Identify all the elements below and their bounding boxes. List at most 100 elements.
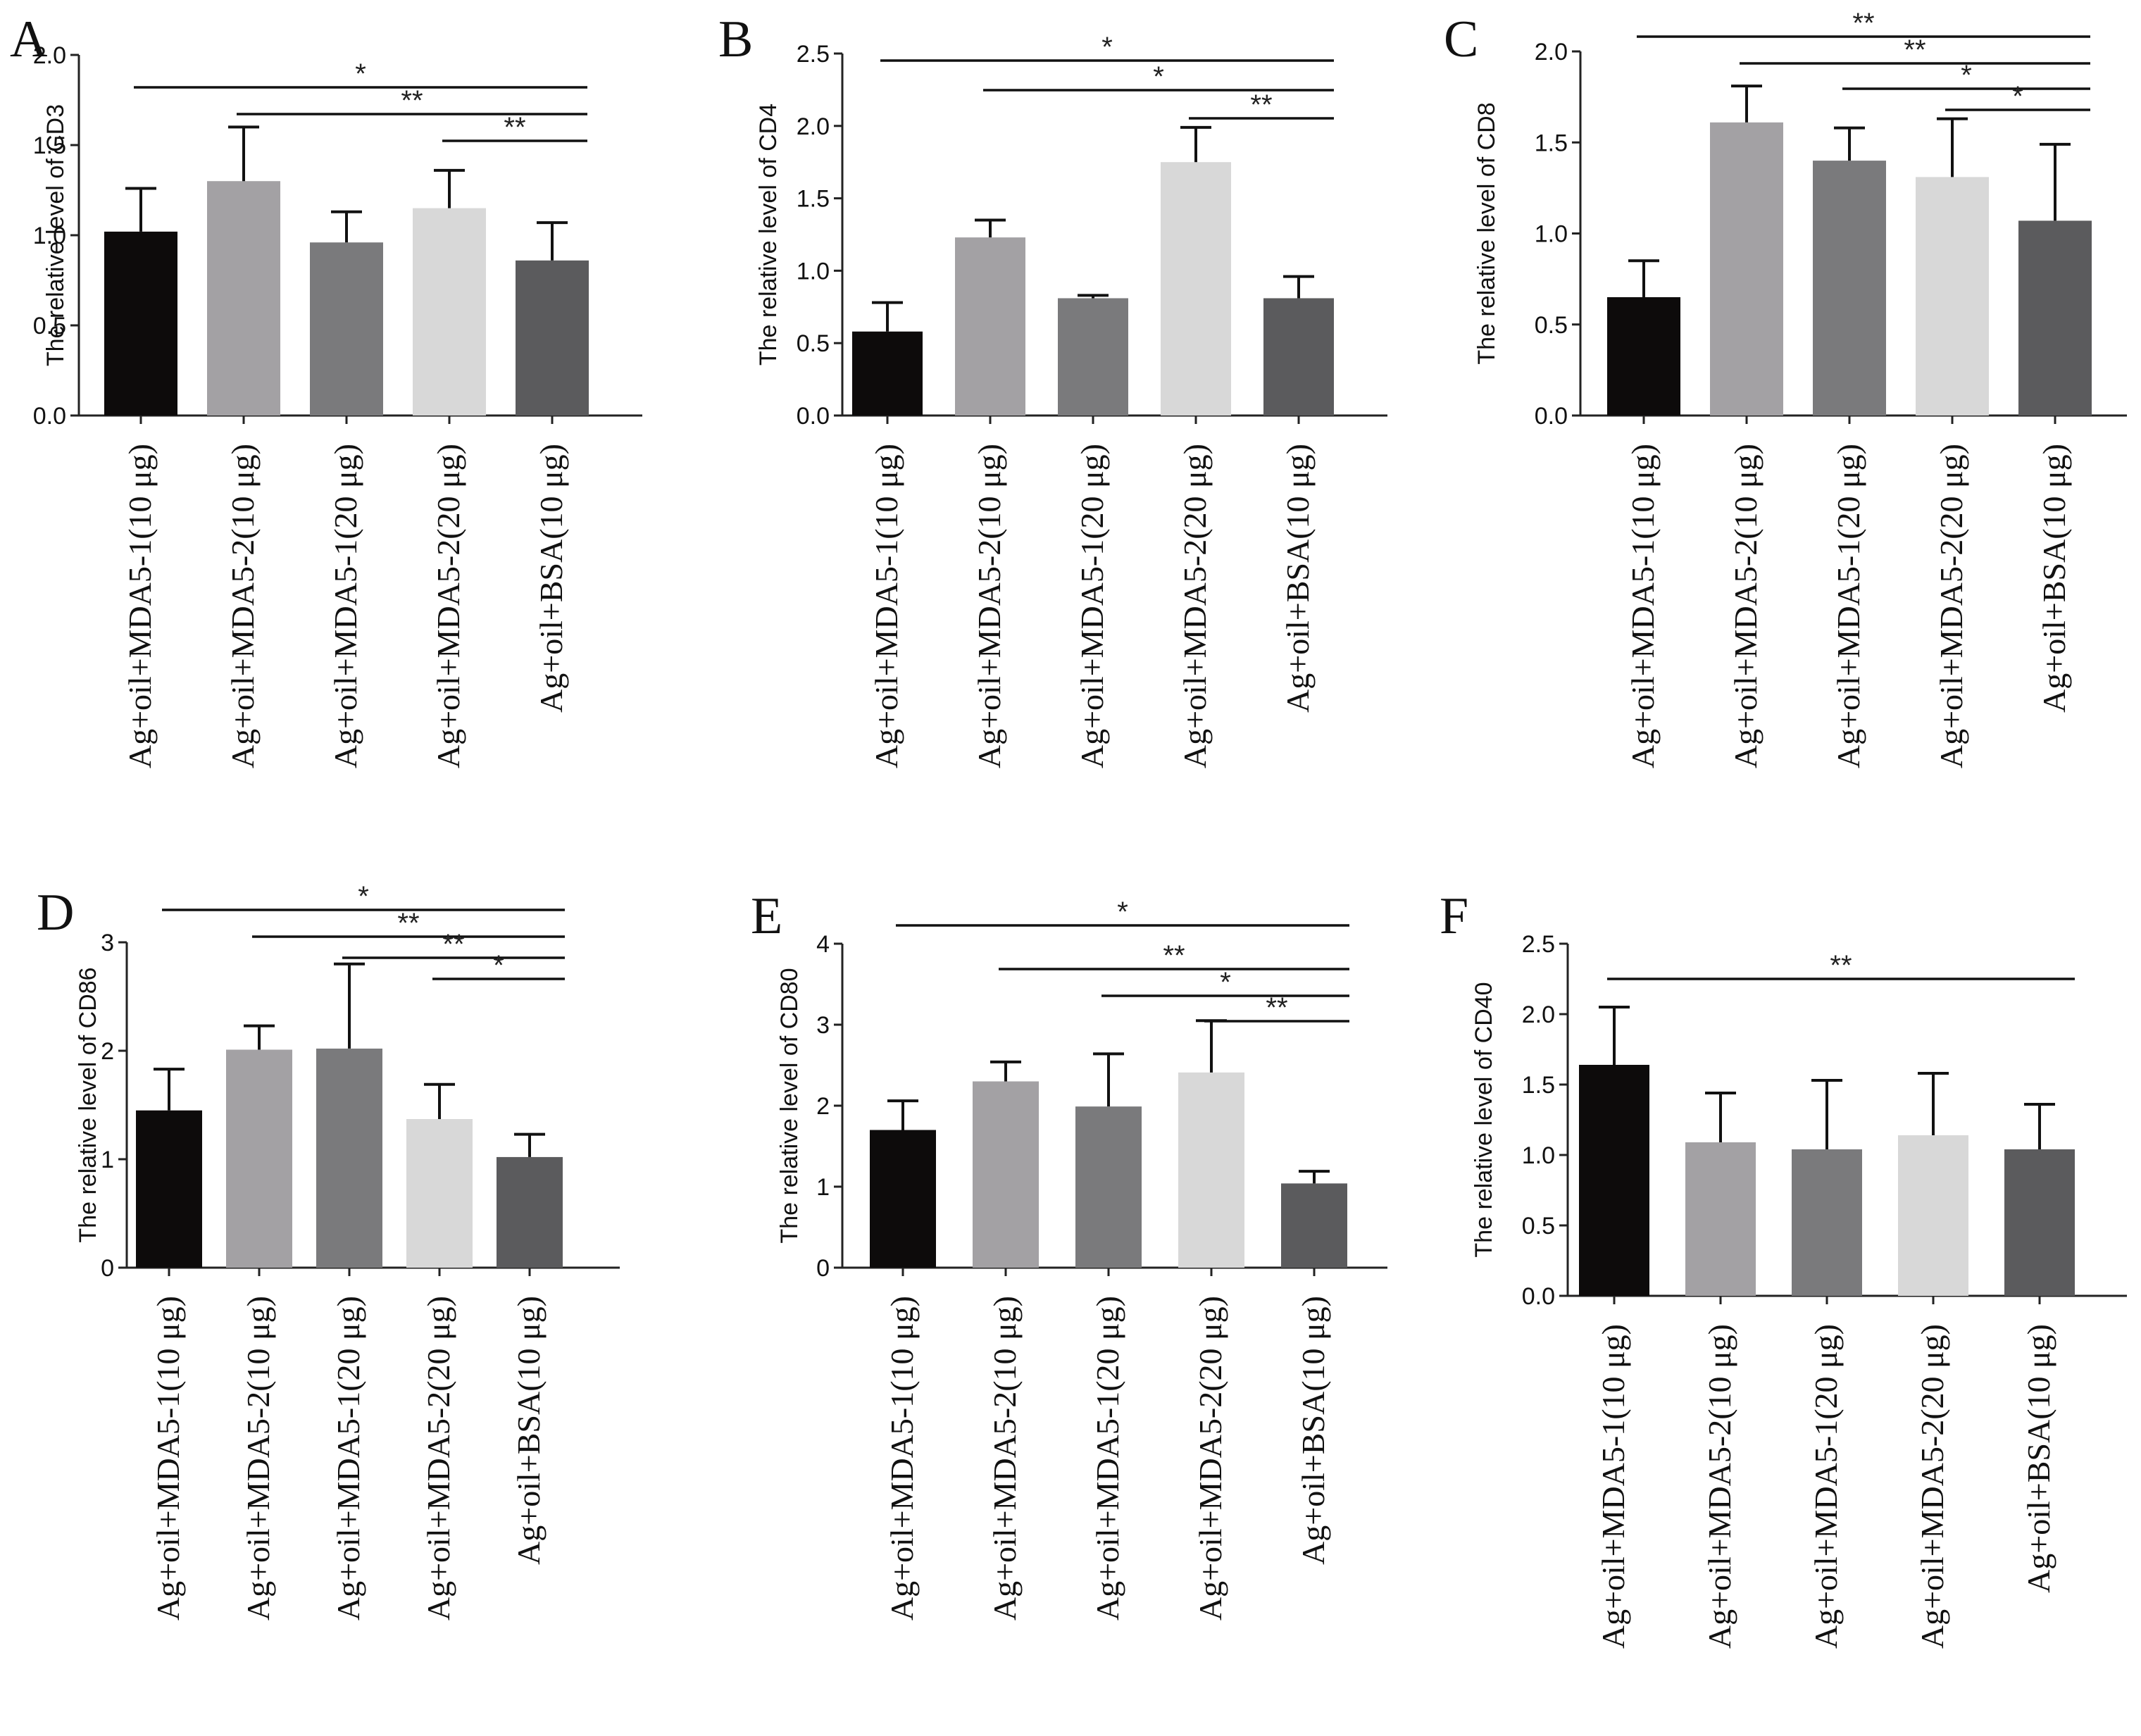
x-tick-label: Ag+oil+MDA5-2(10 μg) [240, 1296, 276, 1621]
y-tick-label: 1.5 [797, 186, 830, 213]
y-tick-label: 2 [816, 1093, 830, 1120]
y-tick-label: 0.5 [33, 313, 66, 339]
significance-label: * [2012, 81, 2023, 112]
significance-label: * [1117, 897, 1128, 928]
x-tick-label: Ag+oil+MDA5-2(20 μg) [1914, 1324, 1950, 1649]
x-tick-label: Ag+oil+BSA(10 μg) [2036, 444, 2072, 713]
y-tick-label: 0.5 [1535, 312, 1568, 339]
bar [1161, 162, 1231, 416]
x-tick-label: Ag+oil+MDA5-1(20 μg) [1074, 444, 1110, 768]
bar [413, 208, 486, 416]
x-tick-label: Ag+oil+BSA(10 μg) [511, 1296, 547, 1565]
bar [1916, 177, 1989, 416]
panel-letter: A [10, 11, 47, 68]
chart-panel-c: C 0.0 0.5 1.0 1.5 2.0 The relative level of CD… [1444, 8, 2127, 768]
chart-panel-a: A 0.0 0.5 1.0 1.5 2.0 The relative level of CD… [10, 11, 642, 768]
significance-label: ** [1830, 950, 1852, 981]
x-tick-label: Ag+oil+MDA5-1(10 μg) [1595, 1324, 1631, 1649]
y-tick-label: 1 [816, 1174, 830, 1201]
y-axis-label: The relative level of CD40 [1471, 982, 1497, 1257]
y-tick-label: 0 [101, 1255, 114, 1282]
significance-label: * [355, 58, 366, 89]
panel-letter: E [751, 887, 782, 945]
x-tick-label: Ag+oil+MDA5-1(10 μg) [884, 1296, 920, 1621]
x-tick-label: Ag+oil+MDA5-2(10 μg) [1702, 1324, 1737, 1649]
x-tick-label: Ag+oil+MDA5-1(20 μg) [330, 1296, 366, 1621]
y-tick-label: 1.5 [1522, 1072, 1555, 1099]
y-tick-label: 2 [101, 1038, 114, 1065]
x-tick-label: Ag+oil+MDA5-1(20 μg) [327, 444, 363, 768]
significance-label: ** [1852, 8, 1874, 39]
significance-label: ** [504, 112, 525, 143]
bar [870, 1130, 936, 1268]
significance-label: ** [1250, 89, 1272, 120]
x-tick-label: Ag+oil+MDA5-1(10 μg) [868, 444, 904, 768]
bar [1058, 298, 1128, 416]
bar [207, 181, 280, 416]
y-tick-label: 1.0 [1535, 221, 1568, 248]
bar [1075, 1106, 1142, 1268]
y-tick-label: 1.0 [797, 258, 830, 285]
x-tick-label: Ag+oil+MDA5-1(20 μg) [1090, 1296, 1125, 1621]
bar [1579, 1065, 1649, 1296]
bar [1898, 1135, 1968, 1296]
panel-letter: F [1440, 887, 1468, 945]
y-tick-label: 1.0 [33, 223, 66, 249]
x-tick-label: Ag+oil+MDA5-2(10 μg) [1728, 444, 1764, 768]
y-tick-label: 3 [101, 930, 114, 956]
panel-letter: B [718, 11, 753, 68]
bar [2018, 220, 2092, 416]
bar [1607, 296, 1680, 416]
bar [136, 1110, 202, 1268]
significance-label: ** [1904, 35, 1925, 65]
x-tick-label: Ag+oil+BSA(10 μg) [1280, 444, 1316, 713]
y-axis-label: The relative level of CD3 [42, 104, 69, 366]
y-tick-label: 1 [101, 1147, 114, 1173]
bar [316, 1048, 382, 1268]
bar [955, 237, 1025, 416]
y-tick-label: 2.0 [1535, 39, 1568, 65]
y-tick-label: 0.0 [33, 403, 66, 430]
y-tick-label: 2.5 [1522, 931, 1555, 958]
bar [104, 231, 177, 416]
bar [1263, 298, 1334, 416]
chart-panel-b: B 0.0 0.5 1.0 1.5 2.0 2.5 The relative level of… [718, 11, 1387, 768]
bar [406, 1119, 473, 1268]
y-tick-label: 3 [816, 1012, 830, 1039]
bar [852, 331, 923, 416]
bar [1178, 1072, 1244, 1268]
y-tick-label: 0.0 [797, 403, 830, 430]
y-tick-label: 1.5 [1535, 130, 1568, 156]
bar [497, 1156, 563, 1268]
x-tick-label: Ag+oil+MDA5-1(10 μg) [1625, 444, 1661, 768]
y-tick-label: 0.0 [1535, 403, 1568, 430]
significance-label: ** [401, 85, 423, 116]
y-axis-label: The relative level of CD8 [1473, 102, 1500, 364]
bar [310, 242, 383, 416]
y-tick-label: 0.5 [1522, 1213, 1555, 1239]
y-tick-label: 0.0 [1522, 1283, 1555, 1310]
significance-label: * [493, 950, 504, 981]
x-tick-label: Ag+oil+MDA5-2(20 μg) [430, 444, 466, 768]
significance-label: * [1153, 61, 1164, 92]
bar [2004, 1149, 2075, 1296]
x-tick-label: Ag+oil+MDA5-1(20 μg) [1808, 1324, 1844, 1649]
significance-label: ** [442, 929, 464, 960]
bar [516, 260, 589, 416]
chart-panel-e: E 0 1 2 3 4 The relative level of CD80 Ag+oil+M… [751, 887, 1387, 1621]
x-tick-label: Ag+oil+MDA5-2(20 μg) [1933, 444, 1969, 768]
x-tick-label: Ag+oil+MDA5-2(10 μg) [971, 444, 1007, 768]
significance-label: * [358, 881, 369, 912]
bar [1813, 161, 1886, 416]
x-tick-label: Ag+oil+BSA(10 μg) [533, 444, 569, 713]
x-tick-label: Ag+oil+MDA5-2(10 μg) [225, 444, 261, 768]
x-tick-label: Ag+oil+MDA5-2(20 μg) [420, 1296, 456, 1621]
x-tick-label: Ag+oil+MDA5-2(20 μg) [1192, 1296, 1228, 1621]
y-axis-label: The relative level of CD86 [75, 967, 101, 1242]
x-tick-label: Ag+oil+MDA5-2(10 μg) [987, 1296, 1023, 1621]
bar [1710, 122, 1783, 416]
x-tick-label: Ag+oil+MDA5-2(20 μg) [1177, 444, 1213, 768]
bar [1281, 1183, 1347, 1268]
significance-label: * [1961, 60, 1972, 91]
